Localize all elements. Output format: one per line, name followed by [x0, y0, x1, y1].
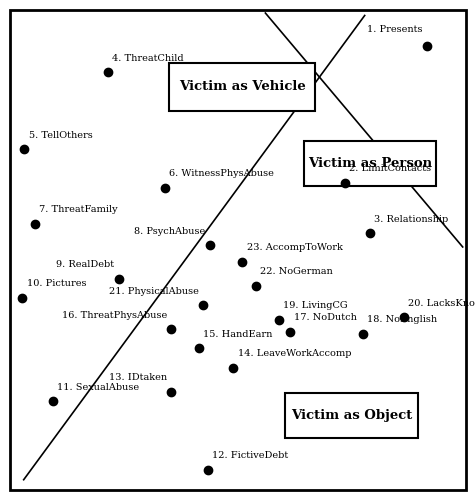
- Text: 3. Relationship: 3. Relationship: [374, 214, 448, 224]
- Text: 14. LeaveWorkAccomp: 14. LeaveWorkAccomp: [238, 349, 351, 358]
- Text: 21. PhysicalAbuse: 21. PhysicalAbuse: [109, 286, 199, 296]
- Text: 6. WitnessPhysAbuse: 6. WitnessPhysAbuse: [169, 169, 274, 178]
- Text: 15. HandEarn: 15. HandEarn: [203, 330, 273, 339]
- FancyBboxPatch shape: [169, 63, 315, 111]
- Text: Victim as Object: Victim as Object: [291, 409, 412, 422]
- FancyBboxPatch shape: [285, 393, 418, 438]
- Text: Victim as Vehicle: Victim as Vehicle: [179, 80, 305, 94]
- Text: 8. PsychAbuse: 8. PsychAbuse: [134, 226, 206, 235]
- Text: 17. NoDutch: 17. NoDutch: [294, 313, 357, 322]
- Text: 19. LivingCG: 19. LivingCG: [283, 301, 348, 310]
- Text: 7. ThreatFamily: 7. ThreatFamily: [39, 205, 118, 214]
- Text: Victim as Person: Victim as Person: [308, 157, 432, 170]
- Text: 9. RealDebt: 9. RealDebt: [56, 260, 114, 269]
- Text: 5. TellOthers: 5. TellOthers: [28, 130, 93, 140]
- FancyBboxPatch shape: [304, 141, 436, 186]
- Text: 4. ThreatChild: 4. ThreatChild: [112, 54, 184, 63]
- Text: 23. AccompToWork: 23. AccompToWork: [247, 244, 342, 252]
- Text: 10. Pictures: 10. Pictures: [27, 280, 86, 288]
- Text: 1. Presents: 1. Presents: [367, 25, 422, 34]
- Text: 18. NoEnglish: 18. NoEnglish: [368, 316, 437, 324]
- Text: 16. ThreatPhysAbuse: 16. ThreatPhysAbuse: [62, 310, 167, 320]
- Text: 13. IDtaken: 13. IDtaken: [109, 373, 167, 382]
- Text: 12. FictiveDebt: 12. FictiveDebt: [212, 451, 289, 460]
- Text: 20. LacksKnowl: 20. LacksKnowl: [408, 298, 475, 308]
- Text: 22. NoGerman: 22. NoGerman: [260, 268, 333, 276]
- Text: 2. LimitContacts: 2. LimitContacts: [349, 164, 431, 173]
- Text: 11. SexualAbuse: 11. SexualAbuse: [57, 382, 140, 392]
